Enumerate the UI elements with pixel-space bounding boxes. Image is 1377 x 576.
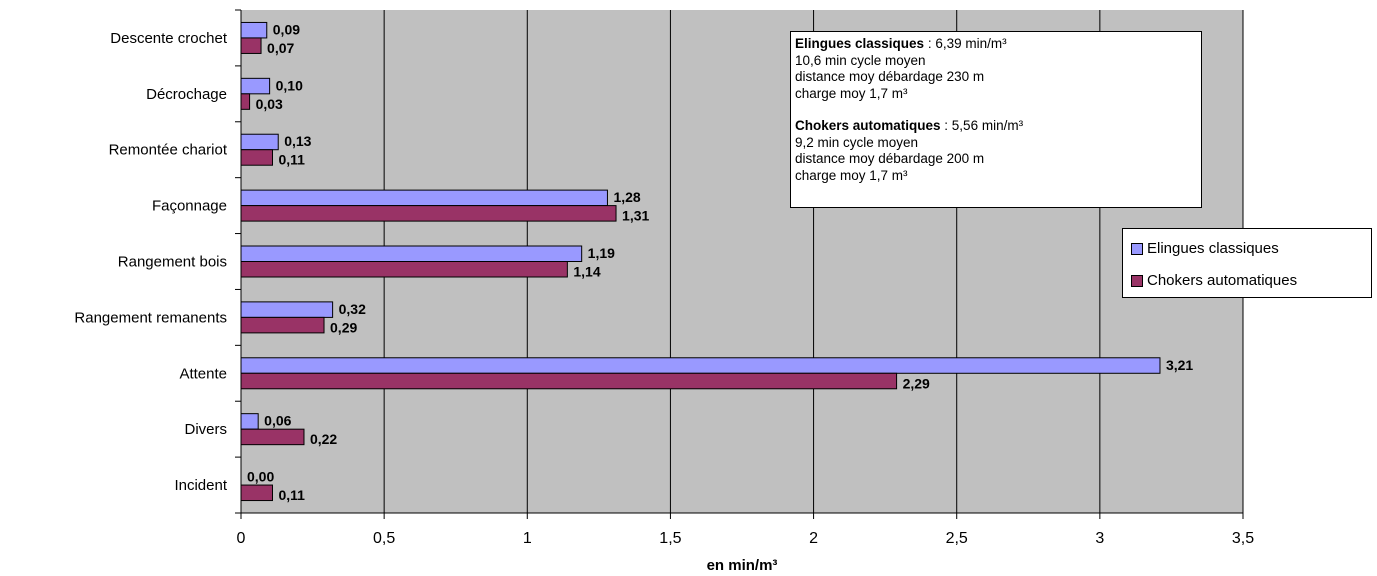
info-line: distance moy débardage 200 m — [795, 151, 985, 166]
info-elingues-rate: : 6,39 min/m³ — [924, 36, 1007, 51]
legend-item-chokers: Chokers automatiques — [1131, 272, 1297, 289]
data-label: 0,07 — [267, 40, 294, 56]
info-box: Elingues classiques : 6,39 min/m³ 10,6 m… — [790, 31, 1202, 208]
data-label: 0,11 — [278, 152, 305, 168]
category-label: Attente — [179, 365, 227, 382]
data-label: 0,13 — [284, 133, 311, 149]
axes — [235, 9, 1244, 519]
bar-chokers — [240, 484, 273, 502]
x-tick-label: 0 — [237, 530, 246, 547]
bar-chokers — [240, 372, 898, 390]
data-label: 0,03 — [256, 96, 283, 112]
data-label: 0,22 — [310, 431, 337, 447]
info-line: 10,6 min cycle moyen — [795, 52, 926, 68]
legend: Elingues classiques Chokers automatiques — [1122, 228, 1372, 298]
legend-label: Elingues classiques — [1147, 240, 1279, 257]
legend-label: Chokers automatiques — [1147, 272, 1298, 289]
legend-swatch — [1131, 242, 1143, 255]
info-line: distance moy débardage 230 m — [795, 69, 985, 84]
data-label: 0,32 — [339, 301, 366, 317]
data-label: 2,29 — [903, 375, 930, 391]
category-label: Rangement bois — [118, 254, 227, 271]
bar-chokers — [240, 316, 325, 334]
data-label: 0,29 — [330, 319, 357, 335]
bar-chokers — [240, 149, 273, 166]
data-label: 0,09 — [273, 21, 300, 37]
data-label: 0,11 — [278, 487, 305, 503]
bar-elingues — [240, 245, 583, 262]
category-label: Incident — [174, 477, 227, 494]
info-line: charge moy 1,7 m³ — [795, 167, 908, 183]
category-label: Divers — [184, 421, 227, 438]
bars — [240, 21, 1161, 502]
bar-chokers — [240, 261, 568, 278]
bar-elingues — [240, 77, 271, 95]
bar-chokers — [240, 205, 617, 222]
data-label: 1,31 — [622, 208, 649, 224]
bar-elingues — [240, 189, 608, 207]
bar-elingues — [240, 301, 334, 318]
info-line: 9,2 min cycle moyen — [795, 134, 919, 150]
data-label: 1,28 — [613, 189, 640, 205]
bar-elingues — [240, 357, 1161, 374]
x-tick-label: 3 — [1095, 530, 1104, 547]
x-tick-label: 1 — [523, 530, 532, 547]
x-tick-label: 2 — [809, 530, 818, 547]
category-label: Rangement remanents — [74, 309, 227, 326]
info-line: charge moy 1,7 m³ — [795, 85, 908, 101]
category-label: Façonnage — [152, 198, 227, 215]
data-label: 3,21 — [1166, 357, 1193, 373]
legend-swatch — [1131, 274, 1143, 287]
data-label: 0,06 — [264, 413, 291, 429]
data-label: 0,10 — [276, 77, 303, 93]
labels: 0 0,5 1 1,5 2 2,5 3 3,5 Descente crochet 0,09 0,07… — [74, 21, 1254, 547]
info-chokers-rate: : 5,56 min/m³ — [940, 118, 1024, 133]
legend-item-elingues: Elingues classiques — [1131, 240, 1279, 257]
info-chokers-title: Chokers automatiques — [795, 118, 941, 133]
bar-elingues — [240, 21, 268, 39]
info-chokers-line: Chokers automatiques : 5,56 min/m³ — [795, 118, 1197, 135]
x-tick-label: 2,5 — [946, 530, 968, 547]
data-label: 1,19 — [588, 245, 615, 261]
category-label: Remontée chariot — [109, 142, 228, 159]
x-axis-title: en min/m³ — [707, 557, 778, 574]
info-elingues-line: Elingues classiques : 6,39 min/m³ — [795, 36, 1197, 53]
bar-chokers — [240, 428, 305, 446]
bar-chokers — [240, 37, 262, 54]
category-label: Descente crochet — [110, 30, 228, 47]
x-tick-label: 1,5 — [659, 530, 681, 547]
data-label: 0,00 — [247, 469, 274, 485]
info-elingues-title: Elingues classiques — [795, 36, 925, 51]
bar-chokers — [240, 93, 251, 110]
data-label: 1,14 — [573, 264, 600, 280]
x-tick-label: 0,5 — [373, 530, 395, 547]
category-label: Décrochage — [146, 86, 227, 103]
x-tick-label: 3,5 — [1232, 530, 1254, 547]
bar-elingues — [240, 413, 259, 430]
bar-elingues — [240, 133, 279, 151]
